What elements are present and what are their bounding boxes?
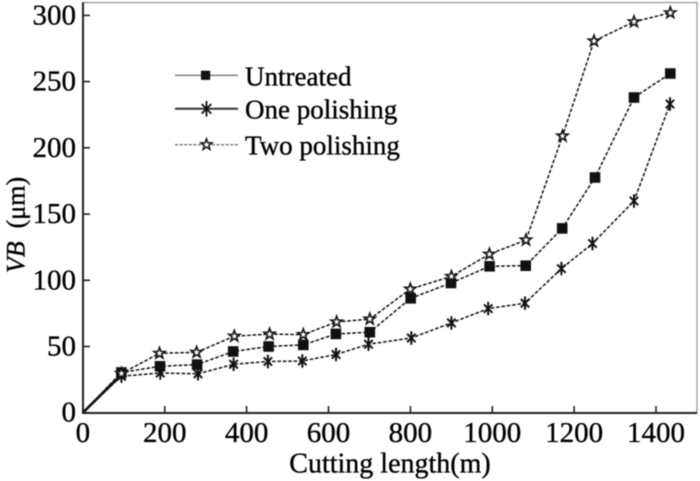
svg-text:200: 200 [33,132,77,164]
svg-text:Untreated: Untreated [245,62,352,92]
svg-text:One polishing: One polishing [245,95,397,125]
svg-text:50: 50 [47,331,76,363]
svg-text:800: 800 [389,417,433,449]
svg-text:0: 0 [62,397,77,429]
svg-text:0: 0 [76,417,91,449]
svg-text:200: 200 [143,417,187,449]
svg-text:VB (μm): VB (μm) [2,177,31,273]
svg-text:Two polishing: Two polishing [245,131,400,161]
svg-text:300: 300 [33,0,77,31]
svg-text:1000: 1000 [463,417,521,449]
svg-text:400: 400 [225,417,269,449]
svg-text:1400: 1400 [627,417,685,449]
svg-text:250: 250 [33,66,77,98]
svg-text:Cutting length(m): Cutting length(m) [289,449,490,480]
svg-text:150: 150 [33,198,77,230]
svg-text:1200: 1200 [545,417,603,449]
svg-text:100: 100 [33,264,77,296]
svg-text:600: 600 [307,417,351,449]
